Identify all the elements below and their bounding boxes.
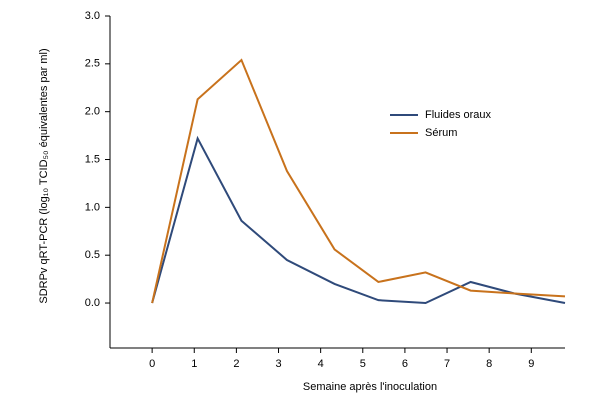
y-tick-label: 1.0	[85, 201, 100, 213]
series-line	[151, 58, 566, 304]
y-tick-label: 0.0	[85, 297, 100, 309]
y-tick-label: 1.5	[85, 153, 100, 165]
y-tick-label: 0.5	[85, 249, 100, 261]
y-tick-label: 2.5	[85, 58, 100, 70]
x-tick-label: 5	[360, 358, 366, 370]
x-tick-label: 8	[486, 358, 492, 370]
x-tick-label: 3	[275, 358, 281, 370]
series-line	[151, 135, 566, 305]
x-tick-label: 7	[444, 358, 450, 370]
legend-label: Sérum	[425, 127, 457, 139]
x-tick-label: 6	[402, 358, 408, 370]
y-tick-label: 3.0	[85, 10, 100, 22]
x-axis-label: Semaine après l'inoculation	[303, 381, 437, 393]
legend-label: Fluides oraux	[425, 109, 492, 121]
x-tick-label: 2	[233, 358, 239, 370]
y-axis-label: SDRPv qRT-PCR (log₁₀ TCID₅₀ équivalentes…	[38, 48, 50, 303]
y-tick-label: 2.0	[85, 106, 100, 118]
x-tick-label: 4	[318, 358, 324, 370]
x-tick-label: 9	[528, 358, 534, 370]
x-tick-label: 0	[149, 358, 155, 370]
x-tick-label: 1	[191, 358, 197, 370]
